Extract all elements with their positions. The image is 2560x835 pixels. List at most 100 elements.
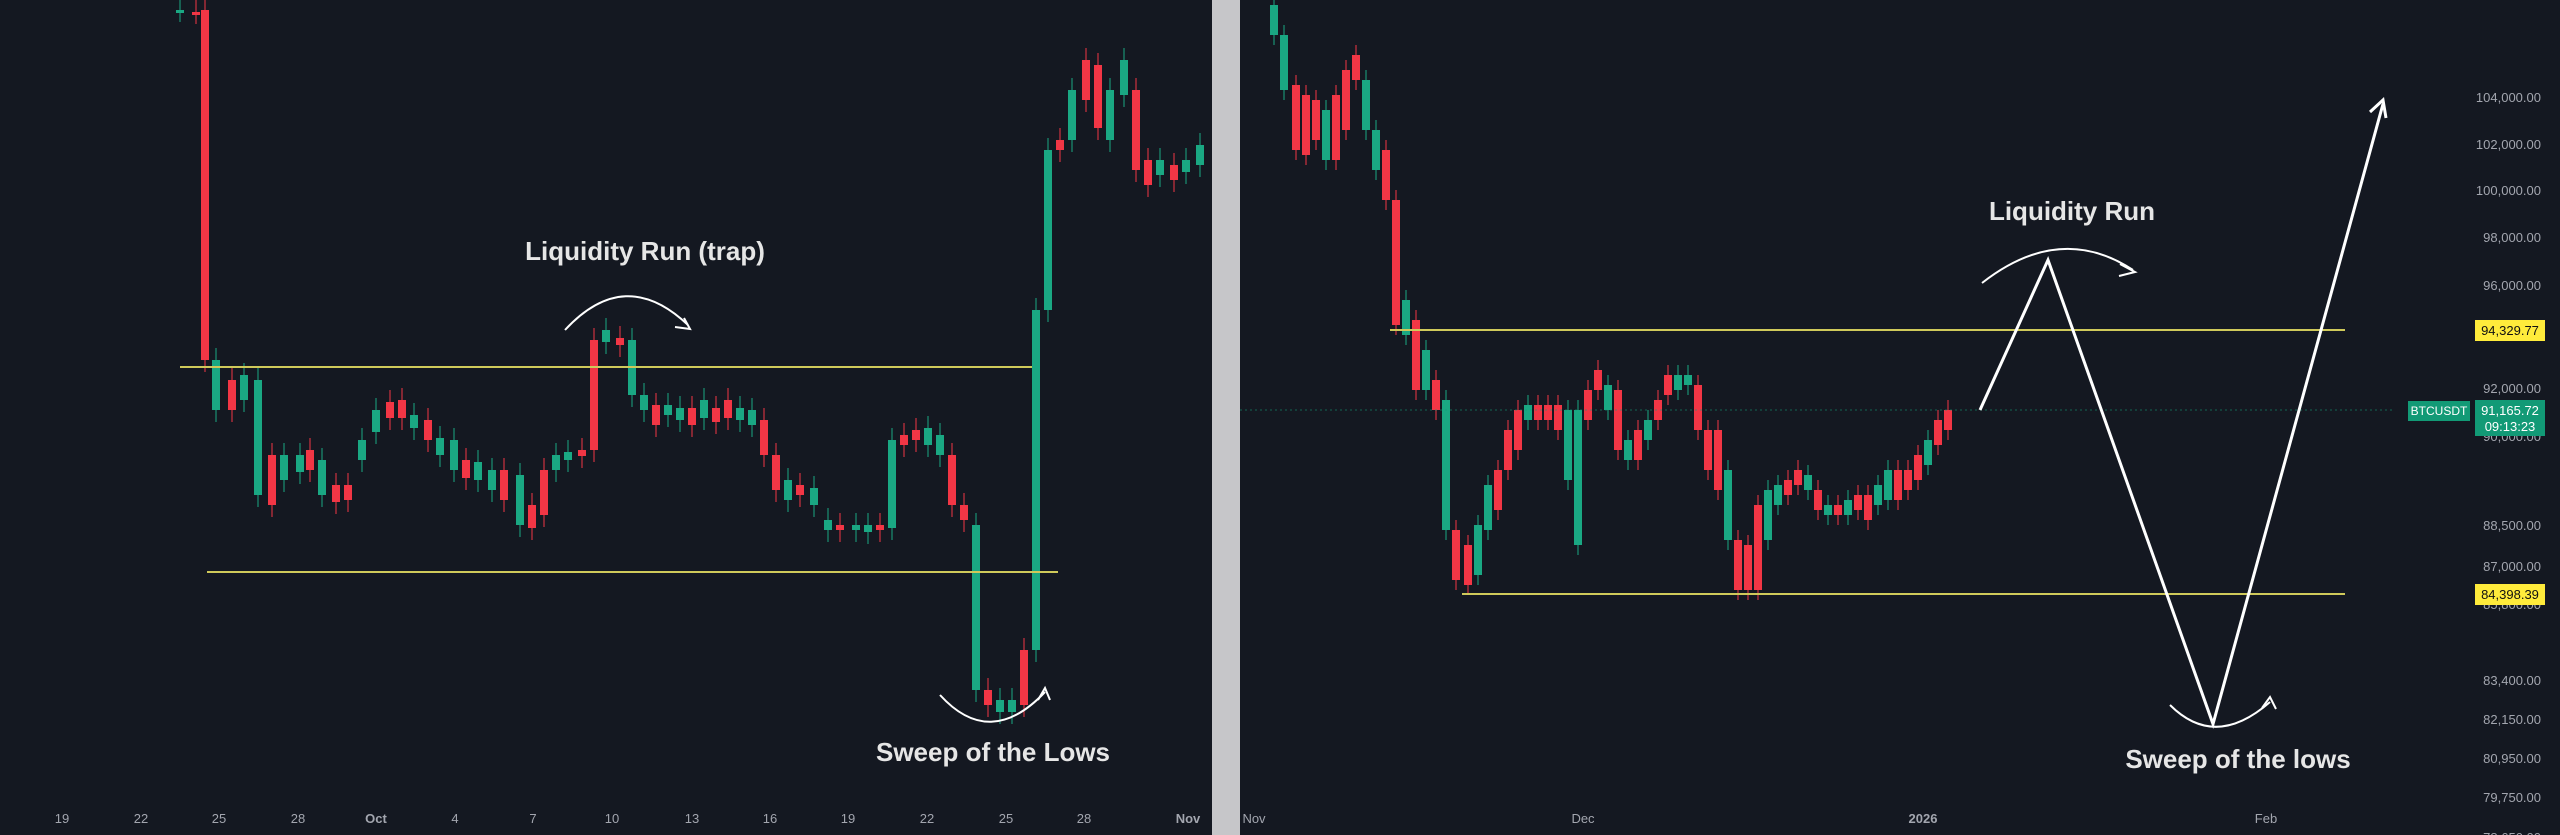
candle-body	[1764, 490, 1772, 540]
candle-body	[784, 480, 792, 500]
candle-body	[1634, 430, 1642, 460]
candle-body	[424, 420, 432, 440]
symbol-tag	[2408, 401, 2470, 421]
y-tick-label: 87,000.00	[2483, 559, 2541, 574]
candle-body	[1754, 505, 1762, 590]
candle-body	[528, 505, 536, 528]
candle-body	[1312, 100, 1320, 140]
candle-body	[1452, 530, 1460, 580]
candle-body	[1474, 525, 1482, 575]
symbol-tag-text: BTCUSDT	[2411, 404, 2468, 418]
y-tick-label: 79,750.00	[2483, 790, 2541, 805]
candle-body	[1484, 485, 1492, 530]
candle-body	[1342, 70, 1350, 130]
x-tick-label: 25	[999, 811, 1013, 826]
right-chart-panel: Liquidity Run Sweep of the lows 104,000.…	[1240, 0, 2545, 835]
candle-body	[1170, 165, 1178, 180]
x-tick-label: 19	[841, 811, 855, 826]
candle-body	[344, 485, 352, 500]
y-tick-label: 104,000.00	[2476, 90, 2541, 105]
candle-body	[1554, 405, 1562, 430]
support-price-tag	[2475, 584, 2545, 605]
right-sweep-label: Sweep of the lows	[2125, 744, 2350, 774]
candle-body	[824, 520, 832, 530]
candle-body	[1814, 490, 1822, 510]
y-tick-label: 102,000.00	[2476, 137, 2541, 152]
candle-body	[1854, 495, 1862, 510]
candle-body	[1844, 500, 1852, 515]
countdown-text: 09:13:23	[2485, 419, 2536, 434]
left-sweep-arrowhead	[1037, 685, 1051, 701]
candle-body	[640, 395, 648, 410]
candle-body	[864, 525, 872, 532]
left-chart-panel: Liquidity Run (trap) Sweep of the Lows 1…	[55, 0, 1204, 826]
candle-body	[1904, 470, 1912, 490]
candle-body	[410, 415, 418, 428]
candle-body	[1804, 475, 1812, 490]
projected-path-arrowhead	[2368, 97, 2388, 119]
candle-body	[1744, 545, 1752, 590]
candle-body	[1674, 375, 1682, 390]
candle-body	[1082, 60, 1090, 100]
candle-body	[228, 380, 236, 410]
candle-body	[796, 485, 804, 495]
candle-body	[1292, 85, 1300, 150]
candle-body	[924, 428, 932, 445]
candle-body	[1352, 55, 1360, 80]
candle-body	[772, 455, 780, 490]
candle-body	[1432, 380, 1440, 410]
candle-body	[1056, 140, 1064, 150]
right-x-axis: Nov Dec 2026 Feb	[1242, 811, 2277, 826]
candle-body	[1794, 470, 1802, 485]
candle-body	[1504, 430, 1512, 470]
candle-body	[386, 402, 394, 418]
x-tick-label: 22	[920, 811, 934, 826]
candle-body	[1924, 440, 1932, 465]
candle-body	[1534, 405, 1542, 420]
y-tick-label: 100,000.00	[2476, 183, 2541, 198]
y-tick-label: 78,650.00	[2483, 830, 2541, 835]
x-tick-label: 13	[685, 811, 699, 826]
candle-body	[516, 475, 524, 525]
candle-body	[318, 460, 326, 495]
candle-body	[1144, 160, 1152, 185]
candle-body	[1412, 320, 1420, 390]
candle-body	[724, 400, 732, 418]
candle-body	[1524, 405, 1532, 420]
candle-body	[590, 340, 598, 450]
candle-body	[936, 435, 944, 455]
candle-body	[1734, 540, 1742, 590]
candle-body	[1774, 485, 1782, 505]
candle-body	[810, 488, 818, 505]
candle-body	[240, 375, 248, 400]
right-candles	[1270, 0, 1952, 600]
candle-body	[1694, 385, 1702, 430]
candle-body	[876, 525, 884, 530]
candle-body	[1564, 410, 1572, 480]
candle-body	[1684, 375, 1692, 385]
candle-body	[836, 525, 844, 530]
candle-body	[500, 470, 508, 500]
y-tick-label: 96,000.00	[2483, 278, 2541, 293]
candle-body	[398, 400, 406, 418]
y-tick-label: 82,150.00	[2483, 712, 2541, 727]
candle-body	[1624, 440, 1632, 460]
candle-body	[888, 440, 896, 528]
candle-body	[1464, 545, 1472, 585]
candle-body	[736, 408, 744, 420]
right-liquidity-arrowhead	[2118, 263, 2138, 277]
candle-body	[1874, 485, 1882, 505]
candle-body	[564, 452, 572, 460]
candle-body	[1584, 390, 1592, 420]
right-sweep-arc	[2169, 701, 2271, 728]
candle-body	[1106, 90, 1114, 140]
candle-body	[602, 330, 610, 342]
candle-body	[1044, 150, 1052, 310]
candle-body	[948, 455, 956, 505]
candle-body	[280, 455, 288, 480]
candle-body	[664, 405, 672, 415]
left-liquidity-label: Liquidity Run (trap)	[525, 236, 765, 266]
x-tick-label: 2026	[1909, 811, 1938, 826]
candle-body	[748, 410, 756, 425]
candle-body	[1270, 5, 1278, 35]
